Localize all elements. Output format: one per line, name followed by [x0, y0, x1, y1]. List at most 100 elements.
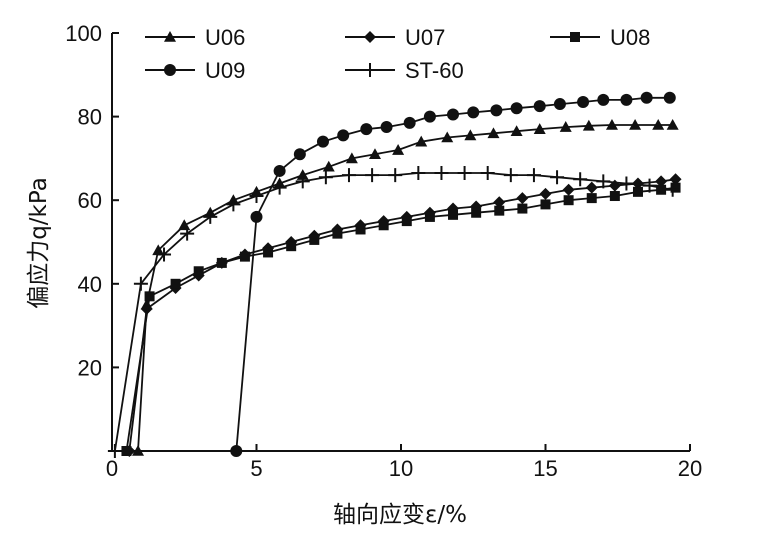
legend-marker-u09	[164, 64, 176, 76]
data-point-u08	[121, 446, 132, 456]
y-tick-label: 100	[65, 21, 102, 46]
data-point-u06	[652, 118, 665, 130]
data-point-u09	[597, 93, 610, 106]
series-u06	[132, 118, 679, 456]
legend-item-u08: U08	[550, 25, 650, 50]
data-point-st-60	[526, 168, 541, 183]
data-point-u09	[620, 93, 633, 106]
legend: U06 U07 U08 U09 ST-60	[145, 25, 650, 83]
series-line-u08	[125, 186, 676, 452]
data-point-st-60	[180, 226, 195, 241]
data-point-u08	[401, 216, 412, 227]
data-point-u07	[140, 302, 153, 315]
data-point-u09	[467, 106, 480, 119]
data-point-st-60	[457, 166, 472, 181]
data-point-u08	[239, 251, 250, 262]
legend-marker-st-60	[363, 63, 377, 77]
data-point-st-60	[107, 444, 122, 458]
data-point-u08	[540, 199, 551, 210]
data-point-u06	[392, 144, 405, 155]
legend-item-st-60: ST-60	[345, 58, 464, 83]
data-point-u09	[337, 129, 350, 142]
data-point-st-60	[341, 168, 356, 183]
legend-label-st-60: ST-60	[405, 58, 464, 83]
data-point-u09	[553, 98, 566, 111]
data-point-st-60	[619, 176, 634, 191]
data-point-st-60	[365, 168, 380, 183]
series-u09	[230, 91, 676, 457]
data-point-st-60	[388, 168, 403, 183]
data-point-u08	[332, 228, 343, 239]
data-point-u08	[586, 193, 597, 204]
x-tick-label: 5	[250, 456, 262, 481]
data-point-u09	[403, 116, 416, 129]
data-point-u06	[441, 131, 454, 143]
data-point-st-60	[665, 182, 680, 197]
series-st-60	[107, 166, 680, 458]
data-point-u06	[629, 118, 642, 130]
data-point-u07	[585, 181, 598, 194]
data-point-u07	[539, 187, 552, 200]
data-point-u06	[582, 119, 595, 131]
data-point-u09	[380, 121, 393, 134]
legend-item-u06: U06	[145, 25, 245, 50]
data-point-u06	[464, 129, 477, 141]
x-tick-label: 20	[678, 456, 702, 481]
data-point-u07	[631, 177, 644, 190]
data-point-st-60	[249, 189, 264, 204]
legend-item-u07: U07	[345, 25, 445, 50]
legend-marker-u07	[364, 31, 376, 43]
data-point-u09	[273, 164, 286, 177]
legend-marker-u08	[570, 32, 580, 42]
data-point-st-60	[226, 197, 241, 212]
data-point-u06	[559, 121, 572, 132]
data-point-u08	[309, 234, 320, 245]
legend-item-u09: U09	[145, 58, 245, 83]
data-point-u06	[132, 445, 145, 456]
data-point-st-60	[203, 209, 218, 224]
data-point-u08	[609, 191, 620, 202]
y-axis-label: 偏应力q/kPa	[26, 177, 52, 309]
data-point-st-60	[272, 180, 287, 195]
y-tick-label: 20	[78, 355, 102, 380]
data-point-u07	[669, 173, 682, 186]
data-point-st-60	[295, 174, 310, 189]
data-point-u07	[562, 183, 575, 196]
data-point-u06	[605, 118, 618, 130]
series-u08	[121, 182, 681, 456]
data-point-u09	[316, 135, 329, 148]
data-point-st-60	[480, 166, 495, 181]
data-point-u08	[424, 211, 435, 222]
data-point-u07	[655, 175, 668, 188]
data-point-u08	[144, 291, 155, 302]
data-point-u08	[263, 247, 274, 258]
data-point-u08	[378, 220, 389, 231]
legend-marker-u06	[164, 31, 176, 42]
legend-label-u09: U09	[205, 58, 245, 83]
data-point-u08	[170, 278, 181, 289]
data-point-u09	[510, 102, 523, 115]
data-point-st-60	[411, 166, 426, 181]
data-point-st-60	[434, 166, 449, 181]
data-point-u09	[360, 123, 373, 136]
data-point-u08	[355, 224, 366, 235]
x-axis-label: 轴向应变ε/%	[333, 502, 467, 528]
data-point-u09	[447, 108, 460, 121]
data-point-u06	[666, 118, 679, 130]
data-point-u08	[216, 257, 227, 268]
data-point-u08	[448, 209, 459, 220]
legend-label-u08: U08	[610, 25, 650, 50]
data-point-st-60	[550, 170, 565, 185]
series-line-st-60	[114, 172, 673, 452]
data-point-u08	[193, 266, 204, 277]
x-tick-label: 10	[389, 456, 413, 481]
legend-label-u06: U06	[205, 25, 245, 50]
axis-labels: 轴向应变ε/% 偏应力q/kPa	[26, 177, 467, 528]
data-point-u09	[230, 445, 243, 457]
data-point-u06	[322, 160, 335, 172]
data-point-st-60	[596, 174, 611, 189]
y-tick-label: 80	[78, 105, 102, 130]
data-point-u09	[293, 148, 306, 161]
data-point-u08	[563, 195, 574, 206]
